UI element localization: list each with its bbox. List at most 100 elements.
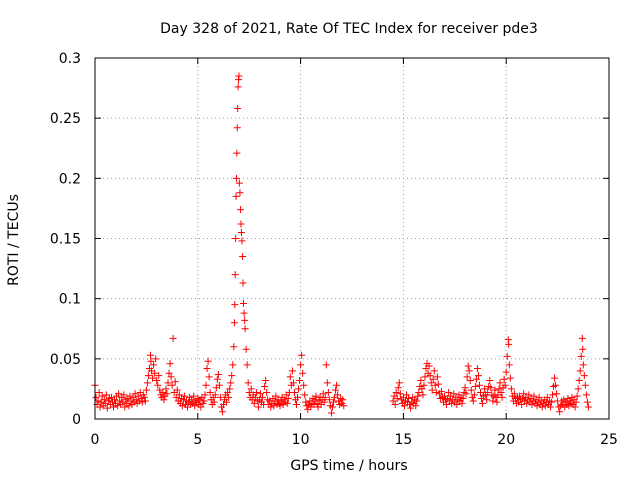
data-point: [495, 385, 503, 393]
data-point: [211, 391, 219, 399]
x-tick-label: 20: [497, 432, 515, 448]
data-point: [94, 397, 102, 405]
data-point: [237, 228, 245, 236]
data-point: [245, 389, 253, 397]
data-point: [232, 174, 240, 182]
data-point: [462, 390, 470, 398]
data-point: [525, 391, 533, 399]
data-point: [204, 357, 212, 365]
data-point: [271, 397, 279, 405]
data-point: [573, 392, 581, 400]
data-point: [247, 385, 255, 393]
data-point: [206, 389, 214, 397]
data-point: [430, 367, 438, 375]
data-point: [543, 393, 551, 401]
data-point: [102, 391, 110, 399]
data-point: [528, 401, 536, 409]
data-point: [154, 381, 162, 389]
data-point: [162, 385, 170, 393]
data-point: [413, 397, 421, 405]
data-point: [427, 379, 435, 387]
data-point: [143, 379, 151, 387]
data-point: [283, 399, 291, 407]
data-point: [469, 397, 477, 405]
data-point: [433, 373, 441, 381]
data-point: [489, 397, 497, 405]
data-point: [574, 385, 582, 393]
data-point: [225, 393, 233, 401]
data-point: [323, 379, 331, 387]
data-point: [150, 361, 158, 369]
data-point: [276, 402, 284, 410]
data-point: [132, 396, 140, 404]
data-point: [551, 374, 559, 382]
data-point: [450, 390, 458, 398]
data-point: [244, 379, 252, 387]
data-point: [538, 403, 546, 411]
data-point: [126, 392, 134, 400]
data-point: [234, 105, 242, 113]
data-point: [201, 391, 209, 399]
data-point: [180, 392, 188, 400]
data-point: [506, 374, 514, 382]
data-point: [296, 376, 304, 384]
data-point: [298, 351, 306, 359]
data-point: [167, 373, 175, 381]
x-tick-label: 5: [193, 432, 202, 448]
data-point: [405, 395, 413, 403]
data-point: [546, 403, 554, 411]
y-tick-label: 0.15: [50, 232, 81, 248]
data-point: [272, 392, 280, 400]
data-point: [412, 402, 420, 410]
data-point: [487, 384, 495, 392]
data-point: [234, 83, 242, 91]
data-point: [311, 396, 319, 404]
data-point: [138, 398, 146, 406]
data-point: [475, 381, 483, 389]
data-point: [548, 391, 556, 399]
data-point: [484, 389, 492, 397]
data-point: [96, 403, 104, 411]
data-point: [173, 386, 181, 394]
data-point: [242, 345, 250, 353]
data-point: [310, 401, 318, 409]
data-point: [510, 390, 518, 398]
data-point: [251, 393, 259, 401]
data-point: [277, 397, 285, 405]
data-point: [218, 408, 226, 416]
data-point: [470, 391, 478, 399]
data-point: [500, 375, 508, 383]
data-point: [583, 398, 591, 406]
data-point: [205, 373, 213, 381]
data-point: [556, 408, 564, 416]
data-point: [339, 396, 347, 404]
y-tick-label: 0.1: [59, 292, 81, 308]
data-point: [114, 402, 122, 410]
data-point: [467, 386, 475, 394]
data-point: [178, 402, 186, 410]
data-point: [432, 389, 440, 397]
data-point: [286, 373, 294, 381]
data-point: [297, 361, 305, 369]
data-point: [523, 399, 531, 407]
data-point: [571, 403, 579, 411]
data-point: [581, 381, 589, 389]
data-point: [236, 189, 244, 197]
data-point: [533, 402, 541, 410]
data-point: [215, 381, 223, 389]
data-point: [111, 396, 119, 404]
x-tick-label: 15: [394, 432, 412, 448]
data-point: [95, 389, 103, 397]
data-point: [417, 376, 425, 384]
data-point: [290, 389, 298, 397]
data-point: [299, 369, 307, 377]
data-point: [239, 253, 247, 261]
data-point: [332, 386, 340, 394]
data-point: [575, 376, 583, 384]
data-point: [320, 398, 328, 406]
data-point: [394, 384, 402, 392]
data-point: [443, 401, 451, 409]
data-point: [530, 392, 538, 400]
data-point: [284, 395, 292, 403]
